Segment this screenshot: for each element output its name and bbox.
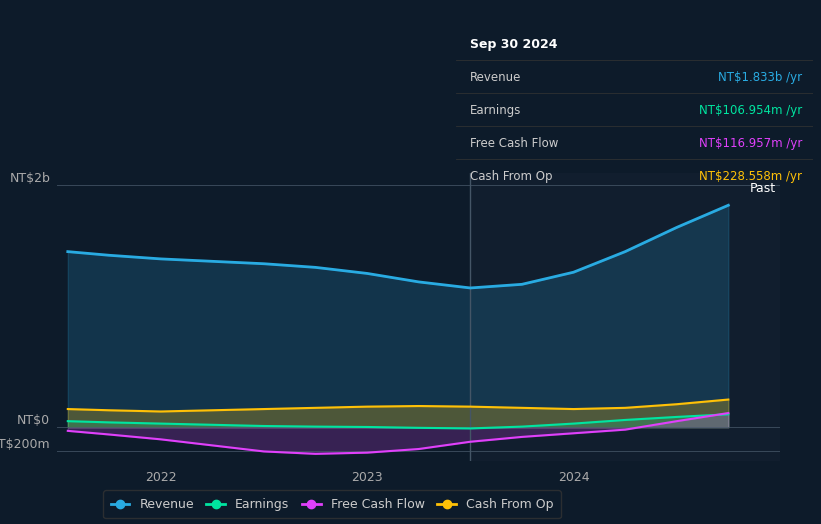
Text: Past: Past (750, 182, 776, 195)
Legend: Revenue, Earnings, Free Cash Flow, Cash From Op: Revenue, Earnings, Free Cash Flow, Cash … (103, 490, 561, 518)
Bar (470, 173, 780, 461)
Text: NT$106.954m /yr: NT$106.954m /yr (699, 104, 802, 117)
Text: -NT$200m: -NT$200m (0, 439, 50, 452)
Text: Cash From Op: Cash From Op (470, 170, 553, 183)
Text: Revenue: Revenue (470, 71, 521, 84)
Text: NT$2b: NT$2b (9, 172, 50, 185)
Text: Earnings: Earnings (470, 104, 521, 117)
Text: NT$116.957m /yr: NT$116.957m /yr (699, 137, 802, 150)
Text: NT$228.558m /yr: NT$228.558m /yr (699, 170, 802, 183)
Text: Sep 30 2024: Sep 30 2024 (470, 38, 557, 51)
Text: NT$1.833b /yr: NT$1.833b /yr (718, 71, 802, 84)
Text: Free Cash Flow: Free Cash Flow (470, 137, 558, 150)
Text: NT$0: NT$0 (17, 414, 50, 427)
